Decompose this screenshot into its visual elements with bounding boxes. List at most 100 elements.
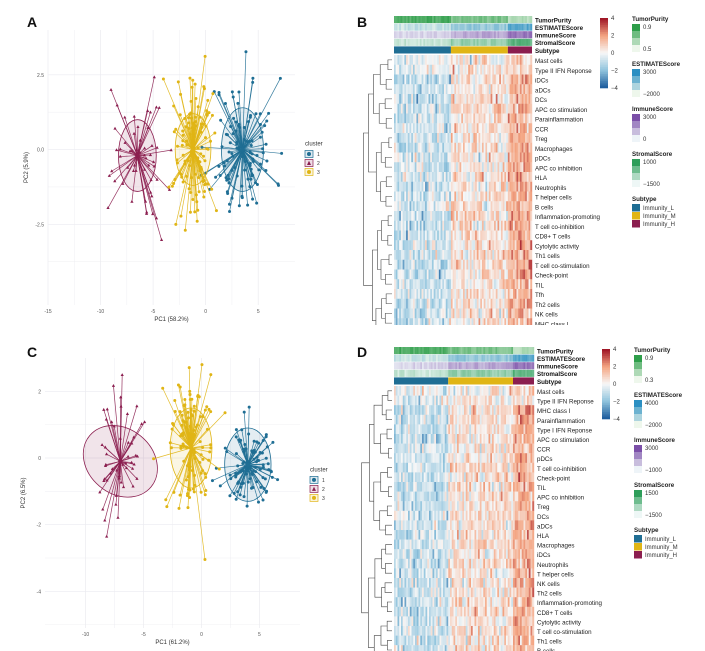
heatmap-cell xyxy=(487,133,490,143)
heatmap-cell xyxy=(406,94,408,104)
heatmap-cell xyxy=(478,289,481,299)
subtype-bar-Immunity_L xyxy=(394,377,449,385)
annotation-cell xyxy=(485,369,487,377)
heatmap-cell xyxy=(411,94,414,104)
data-point xyxy=(181,129,185,133)
heatmap-cell xyxy=(500,172,503,182)
heatmap-cell xyxy=(445,172,448,182)
annotation-cell xyxy=(457,347,459,355)
annotation-cell xyxy=(442,31,445,39)
heatmap-cell xyxy=(419,211,422,221)
spider-line xyxy=(117,461,121,518)
data-point xyxy=(124,466,129,470)
annotation-cell xyxy=(433,38,436,46)
color-scale-step xyxy=(600,54,608,57)
heatmap-cell xyxy=(452,220,455,231)
heatmap-cell xyxy=(437,103,440,114)
heatmap-cell xyxy=(439,462,442,473)
heatmap-cell xyxy=(495,443,498,454)
heatmap-cell xyxy=(504,395,507,406)
heatmap-cell xyxy=(469,259,472,270)
data-point xyxy=(135,404,139,408)
heatmap-cell xyxy=(406,269,408,280)
heatmap-cell xyxy=(481,94,484,104)
heatmap-cell xyxy=(400,133,403,143)
heatmap-cell xyxy=(528,211,531,221)
heatmap-cell xyxy=(428,308,431,319)
heatmap-cell xyxy=(525,123,528,134)
heatmap-cell xyxy=(426,259,429,270)
heatmap-cell xyxy=(514,443,517,454)
spider-line xyxy=(116,461,121,496)
heatmap-cell xyxy=(431,259,434,270)
heatmap-cell xyxy=(521,395,524,406)
heatmap-cell xyxy=(483,318,486,325)
annotation-cell xyxy=(488,38,491,46)
heatmap-cell xyxy=(426,211,429,221)
heatmap-cell xyxy=(397,230,400,241)
heatmap-cell xyxy=(415,414,417,425)
annotation-cell xyxy=(422,362,424,370)
heatmap-cell xyxy=(518,308,521,319)
heatmap-cell xyxy=(525,64,528,75)
annotation-cell xyxy=(467,354,470,362)
spider-line xyxy=(190,399,193,449)
heatmap-cell xyxy=(404,142,407,153)
heatmap-cell xyxy=(412,103,415,114)
heatmap-cell xyxy=(409,259,412,270)
heatmap-cell xyxy=(418,64,421,75)
heatmap-cell xyxy=(456,113,459,124)
heatmap-cell xyxy=(483,220,486,231)
heatmap-cell xyxy=(480,152,483,163)
heatmap-cell xyxy=(494,298,496,309)
heatmap-cell xyxy=(430,414,433,425)
heatmap-cell xyxy=(479,443,482,454)
heatmap-cell xyxy=(464,405,466,415)
heatmap-cell xyxy=(513,211,515,221)
heatmap-cell xyxy=(495,434,498,444)
heatmap-cell xyxy=(464,230,467,241)
heatmap-cell xyxy=(500,298,503,309)
heatmap-cell xyxy=(449,133,452,143)
heatmap-cell xyxy=(447,211,450,221)
annotation-cell xyxy=(462,362,465,370)
heatmap-cell xyxy=(506,211,509,221)
heatmap-cell xyxy=(473,55,476,65)
heatmap-cell xyxy=(457,259,460,270)
heatmap-cell xyxy=(471,123,474,134)
heatmap-cell xyxy=(402,386,405,396)
heatmap-cell xyxy=(461,152,464,163)
spider-line xyxy=(239,149,243,206)
heatmap-cell xyxy=(528,424,531,435)
heatmap-cell xyxy=(487,84,490,95)
heatmap-cell xyxy=(480,142,483,153)
heatmap-cell xyxy=(394,279,396,290)
heatmap-cell xyxy=(475,172,477,182)
heatmap-cell xyxy=(520,395,522,406)
heatmap-cell xyxy=(481,142,484,153)
annotation-cell xyxy=(506,369,508,377)
heatmap-cell xyxy=(435,181,438,192)
heatmap-cell xyxy=(530,181,533,192)
y-tick-label: -2.5 xyxy=(35,222,44,228)
annotation-cell xyxy=(409,347,412,355)
heatmap-cell xyxy=(456,269,459,280)
heatmap-cell xyxy=(492,259,495,270)
annotation-cell xyxy=(438,16,441,24)
heatmap-cell xyxy=(436,405,438,415)
color-scale-step xyxy=(600,82,608,85)
heatmap-cell xyxy=(495,289,498,299)
heatmap-cell xyxy=(419,123,422,134)
data-point xyxy=(113,179,117,183)
heatmap-cell xyxy=(509,259,512,270)
heatmap-cell xyxy=(418,298,421,309)
heatmap-cell xyxy=(395,103,398,114)
heatmap-cell xyxy=(504,443,507,454)
heatmap-cell xyxy=(472,386,475,396)
heatmap-cell xyxy=(416,443,419,454)
heatmap-cell xyxy=(458,453,461,463)
heatmap-cell xyxy=(439,424,442,435)
color-scale-step xyxy=(600,63,608,66)
heatmap-cell xyxy=(435,240,438,251)
annotation-cell xyxy=(397,354,400,362)
